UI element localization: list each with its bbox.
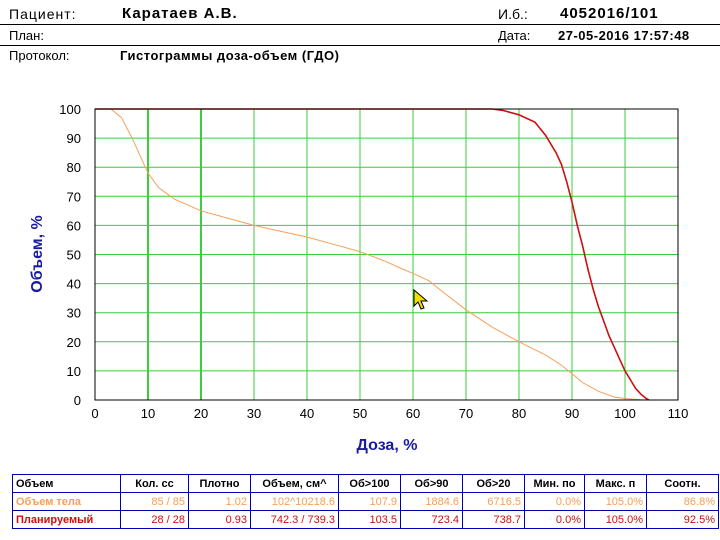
column-header: Соотн. <box>646 474 719 493</box>
column-header: Об>90 <box>400 474 463 493</box>
y-tick-label: 60 <box>67 218 81 233</box>
x-tick-label: 80 <box>512 406 526 421</box>
column-header: Об>20 <box>462 474 525 493</box>
y-tick-label: 90 <box>67 131 81 146</box>
plan-row: План: Дата: 27-05-2016 17:57:48 <box>0 26 720 46</box>
table-cell: Объем тела <box>12 492 121 511</box>
series-layer <box>95 108 650 401</box>
table-cell: 107.9 <box>338 492 401 511</box>
x-tick-label: 0 <box>91 406 98 421</box>
x-tick-label: 30 <box>247 406 261 421</box>
date-value: 27-05-2016 17:57:48 <box>558 28 690 43</box>
y-tick-label: 20 <box>67 335 81 350</box>
table-cell: 738.7 <box>462 510 525 529</box>
table-cell: 723.4 <box>400 510 463 529</box>
id-label: И.б.: <box>498 6 528 22</box>
x-tick-label: 20 <box>194 406 208 421</box>
table-cell: Планируемый <box>12 510 121 529</box>
x-tick-label: 100 <box>614 406 636 421</box>
table-cell: 1.02 <box>188 492 251 511</box>
column-header: Об>100 <box>338 474 401 493</box>
x-tick-label: 50 <box>353 406 367 421</box>
column-header: Объем <box>12 474 121 493</box>
y-tick-label: 40 <box>67 277 81 292</box>
table-cell: 85 / 85 <box>120 492 189 511</box>
y-tick-label: 80 <box>67 160 81 175</box>
column-header: Кол. сс <box>120 474 189 493</box>
column-header: Плотно <box>188 474 251 493</box>
id-value: 4052016/101 <box>560 5 659 22</box>
series-line-body <box>95 108 647 401</box>
grid <box>95 109 678 400</box>
series-line-planned <box>95 108 650 401</box>
y-tick-label: 30 <box>67 306 81 321</box>
table-cell: 102^10218.6 <box>250 492 339 511</box>
y-tick-label: 50 <box>67 248 81 263</box>
x-axis-label: Доза, % <box>357 437 418 454</box>
table-cell: 103.5 <box>338 510 401 529</box>
y-tick-label: 10 <box>67 364 81 379</box>
header-divider <box>0 24 720 25</box>
patient-row: Пациент: Каратаев А.В. И.б.: 4052016/101 <box>0 4 720 24</box>
y-tick-label: 100 <box>59 102 81 117</box>
column-header: Мин. по <box>524 474 585 493</box>
date-label: Дата: <box>498 28 531 43</box>
plan-label: План: <box>9 28 44 43</box>
plot-border <box>94 108 679 401</box>
table-row-planned: Планируемый 28 / 28 0.93 742.3 / 739.3 1… <box>12 510 719 529</box>
tick-labels: 0 10 20 30 40 50 60 70 80 90 100 110 0 10 20 30 40 50 60 70… <box>59 102 688 421</box>
table-cell: 742.3 / 739.3 <box>250 510 339 529</box>
dvh-stats-table: Объем Кол. сс Плотно Объем, см^ Об>100 О… <box>12 474 719 529</box>
protocol-label: Протокол: <box>9 48 70 63</box>
header-divider <box>0 45 720 46</box>
table-cell: 1884.6 <box>400 492 463 511</box>
x-tick-label: 110 <box>668 406 689 421</box>
table-cell: 92.5% <box>646 510 719 529</box>
table-cell: 0.0% <box>524 510 585 529</box>
column-header: Макс. п <box>584 474 647 493</box>
table-cell: 6716.5 <box>462 492 525 511</box>
y-tick-label: 0 <box>74 393 81 408</box>
table-header-row: Объем Кол. сс Плотно Объем, см^ Об>100 О… <box>12 474 719 493</box>
table-cell: 105.0% <box>584 510 647 529</box>
x-tick-label: 40 <box>300 406 314 421</box>
protocol-value: Гистограммы доза-объем (ГДО) <box>120 48 340 63</box>
x-tick-label: 60 <box>406 406 420 421</box>
table-cell: 28 / 28 <box>120 510 189 529</box>
table-cell: 86.8% <box>646 492 719 511</box>
x-tick-label: 10 <box>141 406 155 421</box>
table-row-body: Объем тела 85 / 85 1.02 102^10218.6 107.… <box>12 492 719 511</box>
table-cell: 0.93 <box>188 510 251 529</box>
table-cell: 105.0% <box>584 492 647 511</box>
y-axis-label: Объем, % <box>29 215 46 292</box>
dvh-chart: 0 10 20 30 40 50 60 70 80 90 100 110 0 10 20 30 40 50 60 70… <box>29 102 688 454</box>
column-header: Объем, см^ <box>250 474 339 493</box>
mouse-cursor-icon <box>413 288 429 310</box>
x-tick-label: 90 <box>565 406 579 421</box>
x-tick-label: 70 <box>459 406 473 421</box>
table-cell: 0.0% <box>524 492 585 511</box>
patient-name: Каратаев А.В. <box>122 5 238 22</box>
patient-label: Пациент: <box>9 6 77 22</box>
protocol-row: Протокол: Гистограммы доза-объем (ГДО) <box>0 46 720 66</box>
y-tick-label: 70 <box>67 189 81 204</box>
